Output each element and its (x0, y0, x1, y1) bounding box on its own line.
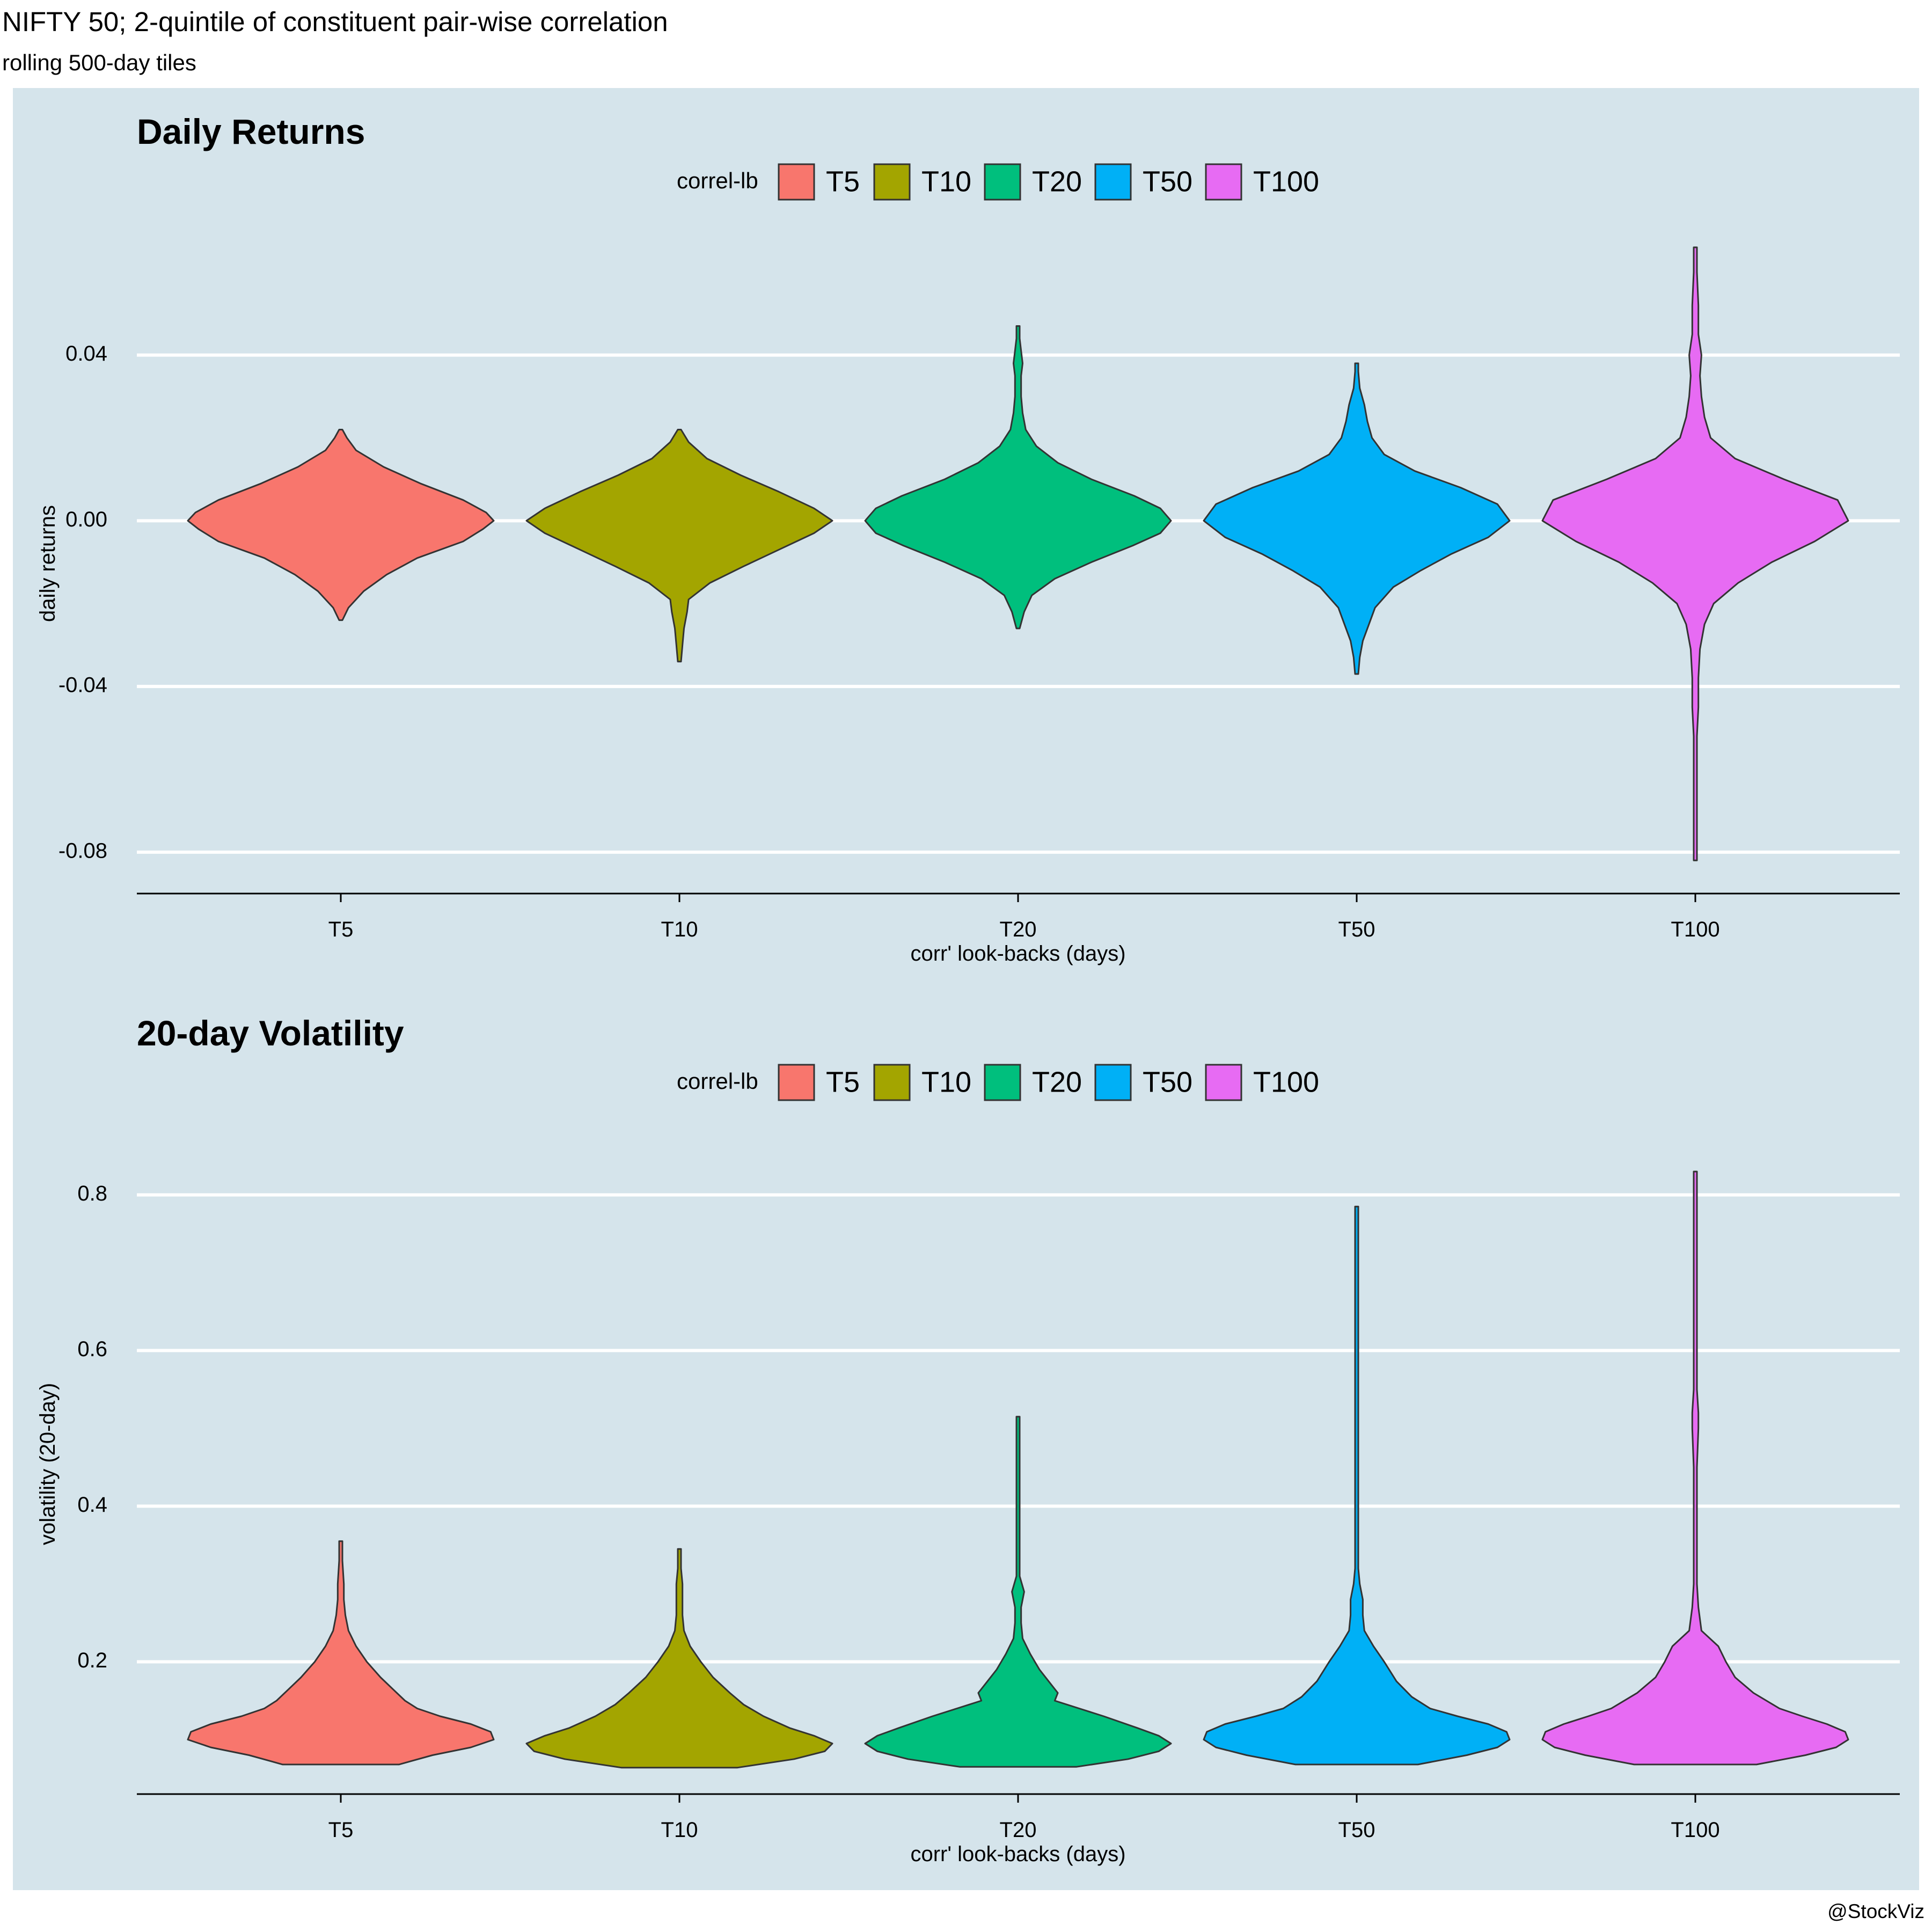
legend-label-t10: T10 (921, 1066, 971, 1098)
page-subtitle: rolling 500-day tiles (2, 50, 196, 75)
legend-key-t20 (984, 163, 1021, 201)
legend-key-t10 (873, 163, 911, 201)
violin-t20 (864, 1416, 1172, 1768)
y-tick-label: 0.8 (77, 1182, 107, 1205)
x-tick-label: T5 (328, 1818, 354, 1842)
chart-panel-2: 20-day Volatility correl-lb T5 T10 T20 T50 T10… (36, 1013, 1900, 1866)
legend-key-t10 (873, 1064, 911, 1101)
y-tick-label: 0.6 (77, 1337, 107, 1361)
y-tick-label: 0.00 (65, 508, 107, 531)
x-tick-label: T50 (1338, 1818, 1375, 1842)
legend-title: correl-lb (677, 168, 758, 193)
legend-label-t100: T100 (1253, 1066, 1319, 1098)
source-caption: @StockViz (1827, 1900, 1924, 1922)
violin-t100 (1541, 1170, 1849, 1766)
y-axis-label: volatility (20-day) (36, 1383, 60, 1545)
legend-key-t5 (778, 1064, 815, 1101)
legend-key-t20 (984, 1064, 1021, 1101)
legend-label-t100: T100 (1253, 165, 1319, 197)
legend-key-t50 (1094, 163, 1132, 201)
violin-t50 (1203, 362, 1511, 675)
legend-key-t50 (1094, 1064, 1132, 1101)
page-title: NIFTY 50; 2-quintile of constituent pair… (2, 6, 668, 37)
y-tick-label: 0.04 (65, 342, 107, 365)
violin-t50 (1203, 1205, 1511, 1766)
violin-t100 (1541, 246, 1849, 861)
x-tick-label: T20 (1000, 918, 1037, 941)
legend-key-t5 (778, 163, 815, 201)
legend-label-t10: T10 (921, 165, 971, 197)
x-tick-label: T20 (1000, 1818, 1037, 1842)
x-tick-label: T10 (661, 1818, 698, 1842)
y-tick-label: 0.2 (77, 1649, 107, 1672)
x-tick-label: T100 (1671, 918, 1719, 941)
violin-t10 (525, 1548, 833, 1769)
panel-title: Daily Returns (137, 112, 365, 151)
violin-t10 (525, 429, 833, 663)
y-axis-label: daily returns (36, 505, 60, 622)
legend-label-t5: T5 (826, 165, 860, 197)
legend-label-t50: T50 (1143, 1066, 1192, 1098)
y-tick-label: -0.04 (58, 674, 107, 697)
x-axis-label: corr' look-backs (days) (910, 1842, 1125, 1866)
chart-panel-1: Daily Returns correl-lb T5 T10 T20 T50 T100 -0.… (36, 112, 1900, 965)
x-axis-label: corr' look-backs (days) (910, 942, 1125, 965)
x-tick-label: T50 (1338, 918, 1375, 941)
legend-label-t50: T50 (1143, 165, 1192, 197)
x-tick-label: T5 (328, 918, 354, 941)
violin-t5 (187, 1540, 495, 1766)
legend-key-t100 (1205, 1064, 1242, 1101)
legend-label-t5: T5 (826, 1066, 860, 1098)
x-tick-label: T100 (1671, 1818, 1719, 1842)
panel-title: 20-day Volatility (137, 1013, 404, 1053)
plot-background (13, 88, 1919, 1890)
violin-t5 (187, 429, 495, 621)
x-tick-label: T10 (661, 918, 698, 941)
legend: correl-lb T5 T10 T20 T50 T100 (677, 163, 1319, 201)
legend-title: correl-lb (677, 1069, 758, 1094)
legend-label-t20: T20 (1032, 1066, 1082, 1098)
y-tick-label: 0.4 (77, 1493, 107, 1517)
legend: correl-lb T5 T10 T20 T50 T100 (677, 1064, 1319, 1101)
legend-label-t20: T20 (1032, 165, 1082, 197)
y-tick-label: -0.08 (58, 839, 107, 862)
legend-key-t100 (1205, 163, 1242, 201)
violin-t20 (864, 325, 1172, 630)
